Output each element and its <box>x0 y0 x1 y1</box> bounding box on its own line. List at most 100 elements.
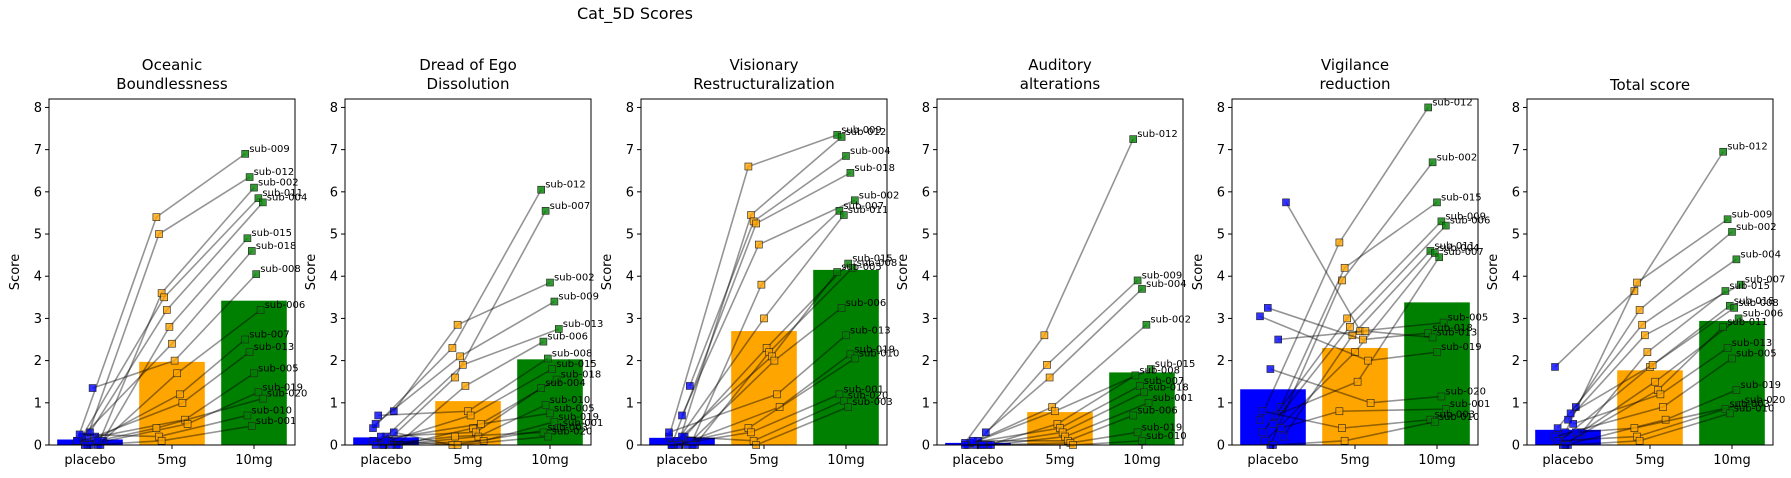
subject-label: sub-008 <box>552 349 593 360</box>
subject-marker <box>477 420 485 428</box>
subject-marker <box>1633 278 1641 287</box>
subject-marker <box>1566 409 1575 418</box>
subject-marker <box>537 384 546 392</box>
bar-5mg <box>1322 347 1388 445</box>
subject-marker <box>1424 329 1432 337</box>
subject-label: sub-004 <box>267 192 308 203</box>
subject-label: sub-001 <box>1450 399 1491 410</box>
subject-marker <box>1264 304 1272 312</box>
subject-marker <box>1553 436 1562 445</box>
subject-label: sub-002 <box>1736 222 1777 233</box>
panel-title: Auditory <box>1028 56 1092 74</box>
subject-label: sub-012 <box>1137 129 1178 140</box>
subject-marker <box>389 407 398 416</box>
subject-label: sub-005 <box>258 363 299 374</box>
panel-title: Restructuralization <box>693 75 834 93</box>
subject-marker <box>479 436 488 445</box>
subject-marker <box>1721 287 1730 295</box>
bar-10mg <box>813 269 879 445</box>
subject-label: sub-003 <box>547 422 588 433</box>
y-tick-label: 6 <box>1217 185 1225 200</box>
y-axis-label: Score <box>304 254 319 290</box>
subject-label: sub-020 <box>1445 386 1486 397</box>
subject-marker <box>550 417 559 426</box>
subject-marker <box>685 382 694 390</box>
panel-title: Total score <box>1609 76 1690 94</box>
subject-label: sub-010 <box>1146 431 1187 442</box>
subject-label: sub-011 <box>262 188 303 199</box>
subject-marker <box>1258 428 1267 437</box>
x-tick-label: 10mg <box>531 453 568 468</box>
y-tick-label: 0 <box>922 439 930 454</box>
subject-label: sub-020 <box>552 427 593 438</box>
x-tick-label: placebo <box>360 453 411 468</box>
subject-label: sub-010 <box>251 405 292 416</box>
x-tick-label: 5mg <box>453 453 482 468</box>
subject-label: sub-007 <box>550 201 591 212</box>
subject-marker <box>1630 287 1639 295</box>
y-tick-label: 0 <box>34 439 42 454</box>
subject-label: sub-005 <box>841 262 882 273</box>
subject-marker <box>1551 363 1559 371</box>
subject-label: sub-007 <box>1745 275 1786 286</box>
subject-marker <box>382 436 390 445</box>
y-tick-label: 7 <box>34 143 42 158</box>
subject-marker <box>842 152 850 160</box>
chart-panel: sub-012 sub-007 sub-002 sub-009 sub-013 sub-0… <box>304 56 603 468</box>
y-tick-label: 5 <box>922 228 930 243</box>
subject-marker <box>552 375 561 384</box>
subject-label: sub-012 <box>545 180 586 191</box>
y-tick-label: 4 <box>922 270 930 285</box>
subject-marker <box>775 403 784 411</box>
subject-label: sub-018 <box>1148 382 1189 393</box>
subject-marker <box>1719 323 1727 331</box>
x-tick-label: 10mg <box>1123 453 1160 468</box>
subject-marker <box>1643 348 1652 356</box>
panel-title: alterations <box>1020 75 1101 93</box>
y-axis-label: Score <box>600 254 615 290</box>
subject-marker <box>1728 228 1736 236</box>
subject-label: sub-001 <box>563 418 604 429</box>
subject-marker <box>1340 436 1349 445</box>
subject-marker <box>747 428 755 437</box>
subject-marker <box>1638 320 1646 329</box>
subject-label: sub-006 <box>265 300 306 311</box>
subject-label: sub-009 <box>1732 209 1773 220</box>
subject-marker <box>1274 335 1282 344</box>
subject-label: sub-002 <box>859 190 900 201</box>
x-tick-label: 5mg <box>157 453 186 468</box>
subject-label: sub-010 <box>550 395 591 406</box>
y-tick-label: 2 <box>626 354 634 369</box>
subject-marker <box>1129 135 1137 143</box>
subject-marker <box>1258 407 1267 416</box>
subject-marker <box>539 337 548 346</box>
y-tick-label: 8 <box>330 101 338 116</box>
y-tick-label: 3 <box>330 312 338 327</box>
y-tick-label: 6 <box>330 185 338 200</box>
y-tick-label: 1 <box>34 396 42 411</box>
subject-label: sub-019 <box>1740 380 1781 391</box>
y-axis-label: Score <box>1191 254 1206 290</box>
subject-marker <box>541 207 550 215</box>
subject-marker <box>1051 407 1059 416</box>
subject-marker <box>1343 314 1351 323</box>
subject-marker <box>1136 382 1144 390</box>
panel-title: Oceanic <box>142 56 202 74</box>
subject-marker <box>1428 333 1437 342</box>
subject-label: sub-006 <box>846 298 887 309</box>
subject-label: sub-006 <box>1137 405 1178 416</box>
subject-label: sub-011 <box>1727 317 1768 328</box>
subject-marker <box>835 390 844 399</box>
subject-marker <box>73 436 81 445</box>
subject-marker <box>548 365 557 373</box>
subject-marker <box>839 211 848 219</box>
subject-marker <box>1144 399 1153 407</box>
subject-label: sub-008 <box>1139 365 1180 376</box>
subject-marker <box>258 198 267 207</box>
subject-marker <box>1043 361 1051 369</box>
subject-marker <box>458 361 467 369</box>
subject-marker <box>968 436 977 445</box>
subject-marker <box>1572 428 1580 437</box>
subject-label: sub-002 <box>258 178 299 189</box>
